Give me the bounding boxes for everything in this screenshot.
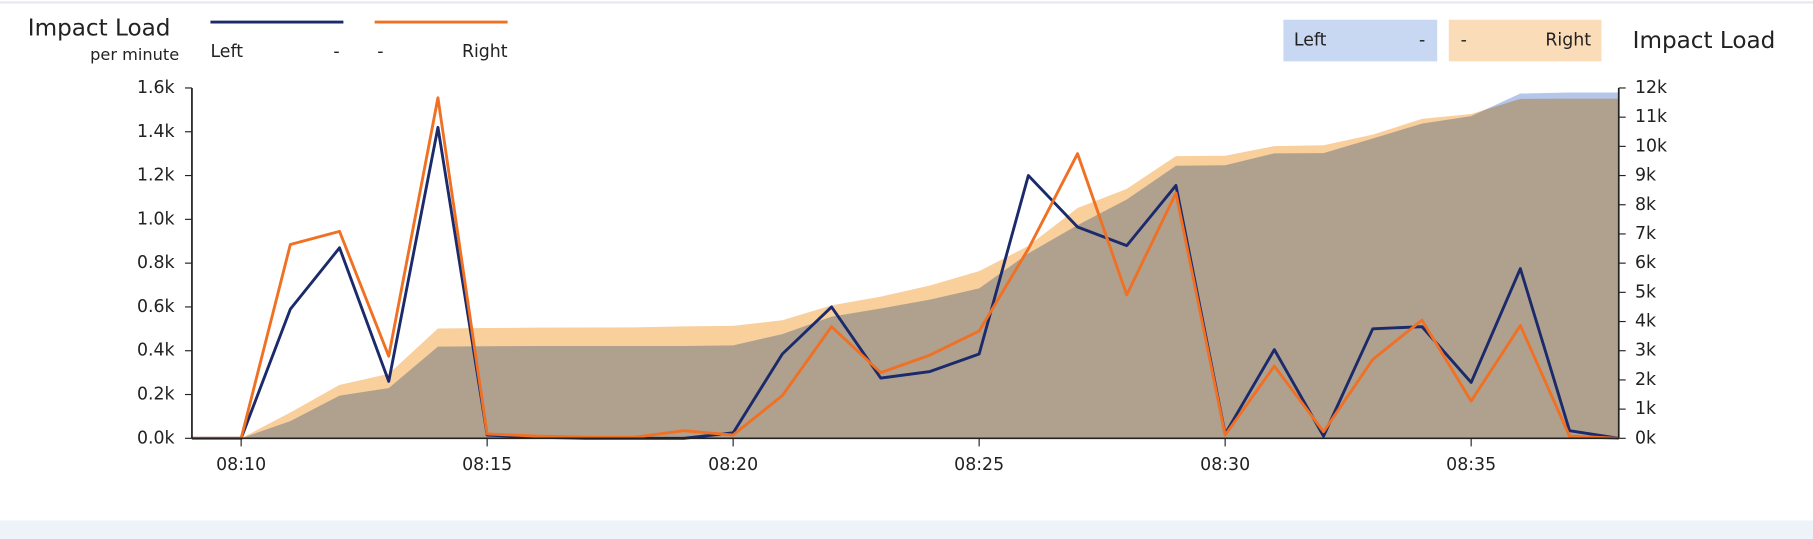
y-tick-label: 0.4k <box>137 341 175 361</box>
cumulative-area <box>191 98 1619 439</box>
legend-box[interactable] <box>1283 19 1438 62</box>
legend-dash: - <box>1419 31 1425 51</box>
x-tick-label: 08:15 <box>462 455 512 475</box>
chart-subtitle: per minute <box>90 45 179 64</box>
legend-label: Right <box>1545 31 1591 51</box>
y2-tick-label: 3k <box>1635 341 1656 361</box>
y2-tick-label: 4k <box>1635 312 1656 332</box>
y2-tick-label: 2k <box>1635 370 1656 390</box>
y2-tick-label: 1k <box>1635 399 1656 419</box>
y2-tick-label: 12k <box>1635 78 1667 98</box>
y2-tick-label: 11k <box>1635 107 1667 127</box>
y2-tick-label: 9k <box>1635 166 1656 186</box>
legend-label: Left <box>210 42 243 62</box>
legend-dash: - <box>1461 31 1467 51</box>
y-tick-label: 1.0k <box>137 209 175 229</box>
legend-label: Left <box>1294 31 1327 51</box>
line <box>191 96 1619 440</box>
x-tick-label: 08:30 <box>1200 455 1250 475</box>
legend-box[interactable] <box>1448 19 1602 62</box>
y-tick-label: 1.2k <box>137 166 175 186</box>
bottom-band <box>0 520 1813 539</box>
y2-tick-label: 10k <box>1635 136 1667 156</box>
y2-tick-label: 8k <box>1635 195 1656 215</box>
y2-axis-title: Impact Load <box>1633 28 1776 54</box>
y-tick-label: 1.4k <box>137 122 175 142</box>
y-tick-label: 0.6k <box>137 297 175 317</box>
x-tick-label: 08:10 <box>216 455 266 475</box>
y-tick-label: 1.6k <box>137 78 175 98</box>
y2-tick-label: 5k <box>1635 282 1656 302</box>
y2-tick-label: 0k <box>1635 428 1656 448</box>
legend-dash: - <box>377 42 383 62</box>
y2-tick-label: 7k <box>1635 224 1656 244</box>
legend-dash: - <box>333 42 339 62</box>
y-tick-label: 0.0k <box>137 428 175 448</box>
line-legend[interactable]: Left Right - - <box>210 20 508 62</box>
x-tick-label: 08:25 <box>954 455 1004 475</box>
legend-label: Right <box>462 42 508 62</box>
x-tick-label: 08:20 <box>708 455 758 475</box>
y-tick-label: 0.8k <box>137 253 175 273</box>
y2-tick-label: 6k <box>1635 253 1656 273</box>
line <box>191 125 1619 440</box>
x-tick-label: 08:35 <box>1446 455 1496 475</box>
y-tick-label: 0.2k <box>137 385 175 405</box>
chart-title: Impact Load <box>28 16 171 42</box>
